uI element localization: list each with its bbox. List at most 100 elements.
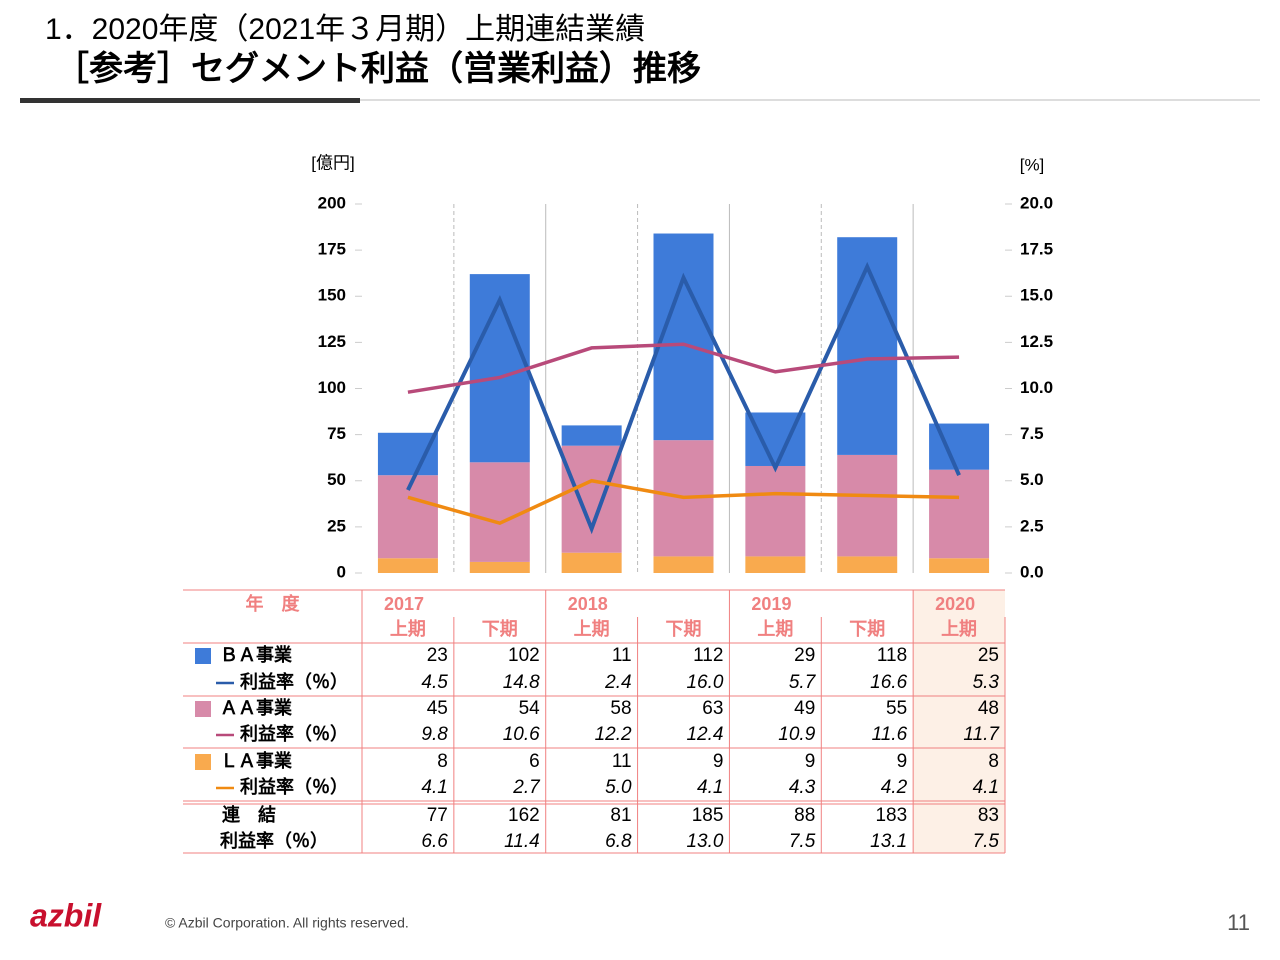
cell: 11 (612, 645, 632, 666)
cell: 9 (805, 751, 816, 772)
cell: 58 (610, 698, 631, 719)
y2-tick-label: 10.0 (1020, 378, 1053, 397)
bar-segment (377, 558, 438, 573)
half-label: 上期 (757, 619, 793, 639)
cell: 13.0 (686, 831, 723, 852)
cell: 49 (794, 698, 815, 719)
cell: 8 (437, 751, 448, 772)
cell: 4.1 (973, 777, 999, 798)
row-label: 利益率（％） (240, 671, 348, 692)
cell: 77 (427, 805, 448, 826)
cell: 29 (794, 645, 815, 666)
y2-tick-label: 5.0 (1020, 470, 1044, 489)
cell: 7.5 (789, 831, 816, 852)
bar-segment (377, 432, 438, 476)
cell: 45 (427, 698, 448, 719)
row-label: ＢＡ事業 (220, 644, 293, 665)
half-label: 上期 (574, 619, 610, 639)
cell: 162 (508, 805, 540, 826)
y2-axis-label: [%] (1020, 155, 1045, 174)
y2-tick-label: 2.5 (1020, 516, 1044, 535)
cell: 48 (978, 698, 999, 719)
year-label: 2020 (935, 594, 975, 614)
cell: 2.7 (512, 777, 541, 798)
cell: 102 (508, 645, 540, 666)
cell: 9 (713, 751, 724, 772)
cell: 54 (519, 698, 541, 719)
y2-tick-label: 15.0 (1020, 286, 1053, 305)
copyright: © Azbil Corporation. All rights reserved… (165, 915, 409, 931)
half-label: 下期 (849, 619, 885, 639)
cell: 5.3 (973, 672, 1000, 693)
legend-swatch (195, 754, 211, 770)
slide-subtitle: ［参考］セグメント利益（営業利益）推移 (55, 49, 701, 88)
rate-line (406, 261, 961, 535)
page-number: 11 (1227, 910, 1250, 935)
highlight-column (913, 590, 1005, 853)
half-label: 上期 (941, 619, 977, 639)
bar-segment (745, 556, 806, 573)
y2-tick-label: 17.5 (1020, 240, 1053, 259)
cell: 185 (692, 805, 724, 826)
cell: 6 (529, 751, 540, 772)
year-label: 2019 (751, 594, 791, 614)
year-label: 2018 (568, 594, 608, 614)
table-header: 年 度 (246, 593, 301, 614)
cell: 4.2 (881, 777, 908, 798)
legend-swatch (195, 701, 211, 717)
y-tick-label: 50 (327, 470, 346, 489)
half-label: 下期 (666, 619, 702, 639)
cell: 7.5 (973, 831, 1000, 852)
bar-segment (653, 556, 714, 573)
cell: 12.2 (595, 724, 632, 745)
cell: 112 (693, 645, 723, 666)
bar-segment (929, 469, 990, 559)
cell: 10.6 (503, 724, 540, 745)
cell: 183 (875, 805, 907, 826)
y2-tick-label: 20.0 (1020, 193, 1053, 212)
cell: 2.4 (604, 672, 631, 693)
y-tick-label: 200 (318, 193, 346, 212)
cell: 4.1 (421, 777, 447, 798)
cell: 14.8 (503, 672, 540, 693)
bar-segment (469, 561, 530, 573)
cell: 5.7 (789, 672, 817, 693)
half-label: 下期 (482, 619, 518, 639)
rate-line (407, 342, 960, 394)
bar-segment (561, 425, 622, 446)
row-label: ＡＡ事業 (220, 697, 293, 718)
y-tick-label: 0 (337, 562, 346, 581)
y2-tick-label: 0.0 (1020, 562, 1044, 581)
cell: 11.4 (504, 831, 540, 852)
cell: 11.7 (963, 724, 1000, 745)
cell: 16.6 (870, 672, 907, 693)
y2-tick-label: 12.5 (1020, 332, 1053, 351)
bar-segment (745, 465, 806, 557)
slide-title: 1．2020年度（2021年３月期）上期連結業績 (45, 13, 645, 46)
y-tick-label: 150 (318, 286, 346, 305)
cell: 16.0 (686, 672, 723, 693)
cell: 63 (702, 698, 723, 719)
row-label: 利益率（％） (220, 830, 328, 851)
y-tick-label: 25 (327, 516, 346, 535)
cell: 81 (610, 805, 631, 826)
bar-segment (561, 445, 622, 553)
bar-segment (469, 274, 530, 463)
cell: 88 (794, 805, 815, 826)
cell: 11 (612, 751, 632, 772)
y-tick-label: 100 (318, 378, 346, 397)
bar-segment (929, 558, 990, 573)
y-tick-label: 75 (327, 424, 346, 443)
cell: 12.4 (686, 724, 723, 745)
y-axis-label: [億円] (311, 153, 354, 172)
y-tick-label: 175 (318, 240, 346, 259)
cell: 55 (886, 698, 907, 719)
y2-tick-label: 7.5 (1020, 424, 1044, 443)
title-underline (20, 98, 360, 103)
cell: 23 (427, 645, 448, 666)
cell: 83 (978, 805, 999, 826)
rate-line (407, 478, 960, 526)
bar-segment (837, 556, 898, 573)
cell: 9.8 (421, 724, 448, 745)
